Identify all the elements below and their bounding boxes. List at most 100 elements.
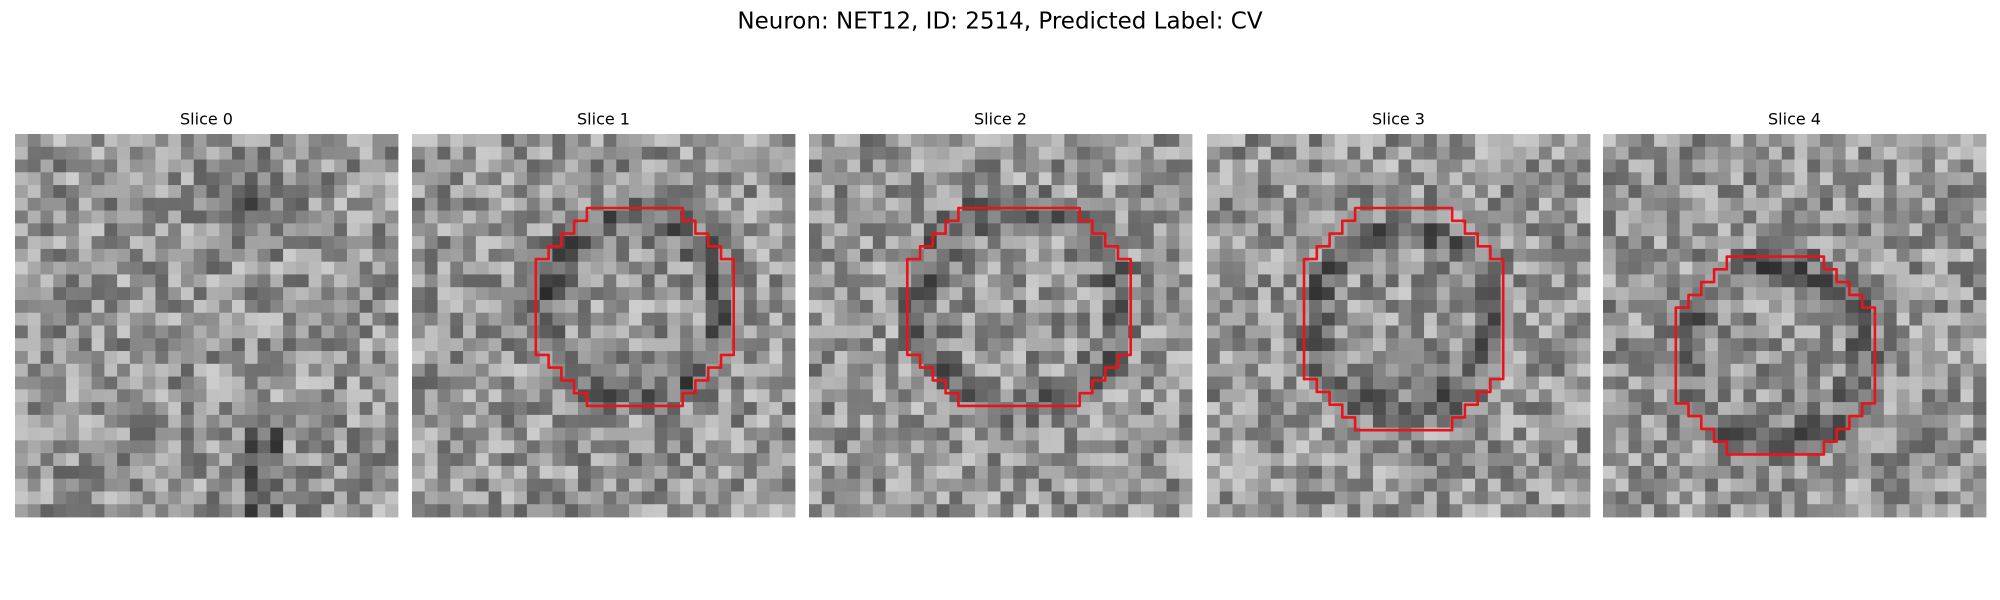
pixel	[1934, 261, 1949, 275]
pixel	[78, 427, 92, 441]
pixel	[1064, 414, 1078, 429]
pixel	[743, 389, 758, 403]
pixel	[577, 465, 592, 480]
pixel	[1398, 299, 1412, 314]
pixel	[308, 159, 322, 173]
pixel	[1603, 134, 1617, 148]
pixel	[526, 197, 541, 211]
pixel	[412, 299, 426, 314]
pixel	[117, 402, 131, 416]
pixel	[1347, 338, 1361, 352]
pixel	[705, 478, 719, 492]
pixel	[1641, 261, 1655, 275]
pixel	[641, 223, 655, 237]
pixel	[1832, 210, 1846, 224]
pixel	[731, 478, 745, 492]
pixel	[616, 478, 630, 492]
pixel	[334, 185, 348, 199]
pixel	[450, 159, 464, 173]
pixel	[1768, 210, 1783, 224]
pixel	[692, 351, 707, 365]
pixel	[15, 389, 29, 403]
pixel	[1577, 504, 1591, 518]
pixel	[1641, 248, 1655, 263]
pixel	[1245, 223, 1259, 237]
pixel	[1372, 223, 1387, 237]
pixel	[1013, 465, 1027, 480]
pixel	[743, 312, 758, 326]
pixel	[514, 402, 528, 416]
pixel	[577, 325, 592, 339]
pixel	[718, 414, 732, 429]
pixel	[1424, 478, 1438, 492]
pixel	[1487, 287, 1502, 301]
pixel	[565, 504, 579, 518]
pixel	[1538, 363, 1553, 377]
pixel	[923, 427, 938, 441]
pixel	[129, 414, 144, 429]
pixel	[334, 312, 348, 326]
pixel	[142, 248, 156, 263]
pixel	[1781, 402, 1795, 416]
pixel	[1077, 223, 1091, 237]
pixel	[1166, 223, 1180, 237]
pixel	[40, 210, 54, 224]
pixel	[372, 287, 386, 301]
pixel	[78, 248, 92, 263]
pixel	[834, 338, 848, 352]
pixel	[1820, 325, 1834, 339]
pixel	[1000, 299, 1014, 314]
pixel	[91, 325, 105, 339]
pixel	[667, 146, 681, 160]
pixel	[232, 376, 246, 390]
pixel	[1115, 172, 1129, 186]
pixel	[1038, 478, 1052, 492]
pixel	[1615, 465, 1629, 480]
pixel	[923, 134, 938, 148]
pixel	[15, 414, 29, 429]
pixel	[66, 453, 80, 467]
pixel	[1973, 223, 1987, 237]
pixel	[27, 312, 41, 326]
pixel	[1296, 223, 1310, 237]
pixel	[1360, 491, 1374, 505]
pixel	[91, 465, 105, 480]
pixel	[1258, 172, 1272, 186]
pixel	[539, 325, 553, 339]
pixel	[1654, 261, 1668, 275]
pixel	[1013, 274, 1027, 288]
pixel	[1807, 338, 1821, 352]
pixel	[66, 185, 80, 199]
pixel	[1666, 389, 1680, 403]
pixel	[180, 134, 195, 148]
pixel	[283, 236, 297, 250]
pixel	[270, 274, 284, 288]
pixel	[1807, 197, 1821, 211]
pixel	[244, 453, 258, 467]
pixel	[1283, 185, 1297, 199]
pixel	[590, 261, 604, 275]
pixel	[1730, 465, 1744, 480]
pixel	[1832, 312, 1846, 326]
pixel	[1705, 504, 1719, 518]
pixel	[78, 312, 92, 326]
pixel	[1973, 376, 1987, 390]
pixel	[731, 363, 745, 377]
pixel	[847, 197, 861, 211]
pixel	[565, 414, 579, 429]
pixel	[1615, 210, 1629, 224]
pixel	[334, 248, 348, 263]
pixel	[117, 236, 131, 250]
pixel	[1922, 146, 1936, 160]
pixel	[552, 325, 566, 339]
pixel	[1922, 440, 1936, 454]
pixel	[257, 427, 271, 441]
pixel	[66, 389, 80, 403]
pixel	[577, 427, 592, 441]
pixel	[168, 146, 182, 160]
pixel	[1296, 478, 1310, 492]
pixel	[514, 504, 528, 518]
pixel	[1270, 172, 1284, 186]
pixel	[1089, 236, 1104, 250]
pixel	[1577, 414, 1591, 429]
